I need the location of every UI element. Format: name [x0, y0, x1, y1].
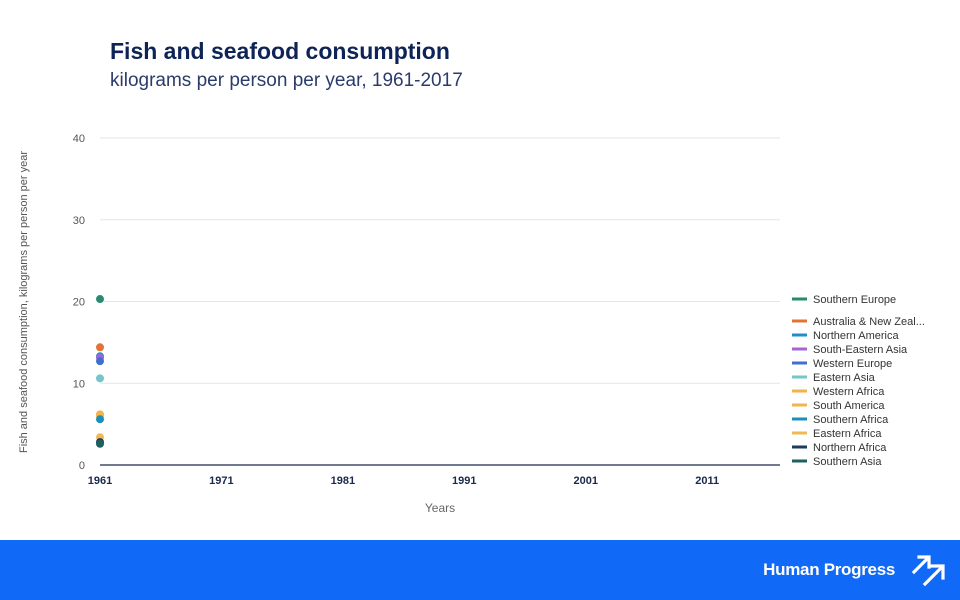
legend-label: Southern Europe	[813, 294, 896, 306]
x-tick-label: 2001	[573, 475, 597, 487]
legend-label: Northern America	[813, 330, 899, 342]
data-point	[96, 374, 104, 383]
y-axis-ticks: 0 10 20 30 40	[73, 133, 85, 472]
x-tick-label: 1971	[209, 475, 233, 487]
y-tick-label: 10	[73, 378, 85, 390]
legend[interactable]: Southern Europe Australia & New Zeal... No…	[792, 294, 925, 468]
legend-item[interactable]: Western Africa	[792, 386, 885, 398]
data-point	[96, 357, 104, 366]
brand-name[interactable]: Human Progress	[763, 560, 895, 579]
legend-label: Western Europe	[813, 358, 892, 370]
data-point	[96, 295, 104, 304]
scatter-chart: 0 10 20 30 40 1961 1971 1981 1991 2001 2011 South…	[18, 133, 925, 515]
legend-item[interactable]: Northern America	[792, 330, 899, 342]
chart-subtitle: kilograms per person per year, 1961-2017	[110, 70, 463, 91]
chart-title: Fish and seafood consumption	[110, 38, 450, 64]
data-point	[96, 343, 104, 352]
x-tick-label: 1961	[88, 475, 112, 487]
legend-label: Eastern Africa	[813, 428, 882, 440]
legend-label: Southern Asia	[813, 456, 882, 468]
legend-item[interactable]: Australia & New Zeal...	[792, 316, 925, 328]
footer-bar: Human Progress	[0, 540, 960, 600]
legend-item[interactable]: Southern Africa	[792, 414, 889, 426]
x-axis-label: Years	[425, 501, 455, 515]
legend-item[interactable]: South America	[792, 400, 885, 412]
legend-label: Eastern Asia	[813, 372, 876, 384]
data-point	[96, 439, 104, 448]
grid-lines	[100, 137, 780, 384]
y-tick-label: 20	[73, 297, 85, 309]
legend-item[interactable]: Western Europe	[792, 358, 892, 370]
legend-item[interactable]: Eastern Africa	[792, 428, 882, 440]
legend-label: Northern Africa	[813, 442, 887, 454]
y-tick-label: 40	[73, 133, 85, 145]
legend-item[interactable]: Northern Africa	[792, 442, 887, 454]
y-tick-label: 0	[79, 460, 85, 472]
x-axis-ticks: 1961 1971 1981 1991 2001 2011	[88, 475, 719, 487]
legend-label: South-Eastern Asia	[813, 344, 908, 356]
legend-item[interactable]: Eastern Asia	[792, 372, 876, 384]
x-tick-label: 1981	[331, 475, 355, 487]
x-tick-label: 1991	[452, 475, 476, 487]
legend-item[interactable]: South-Eastern Asia	[792, 344, 908, 356]
x-tick-label: 2011	[695, 475, 719, 487]
data-points	[96, 295, 104, 448]
legend-label: South America	[813, 400, 885, 412]
legend-label: Australia & New Zeal...	[813, 316, 925, 328]
data-point	[96, 415, 104, 424]
y-axis-label: Fish and seafood consumption, kilograms …	[18, 151, 30, 453]
y-tick-label: 30	[73, 215, 85, 227]
legend-label: Southern Africa	[813, 414, 889, 426]
legend-item[interactable]: Southern Asia	[792, 456, 882, 468]
arrows-up-right-icon[interactable]	[911, 552, 947, 588]
legend-item[interactable]: Southern Europe	[792, 294, 896, 306]
legend-label: Western Africa	[813, 386, 885, 398]
